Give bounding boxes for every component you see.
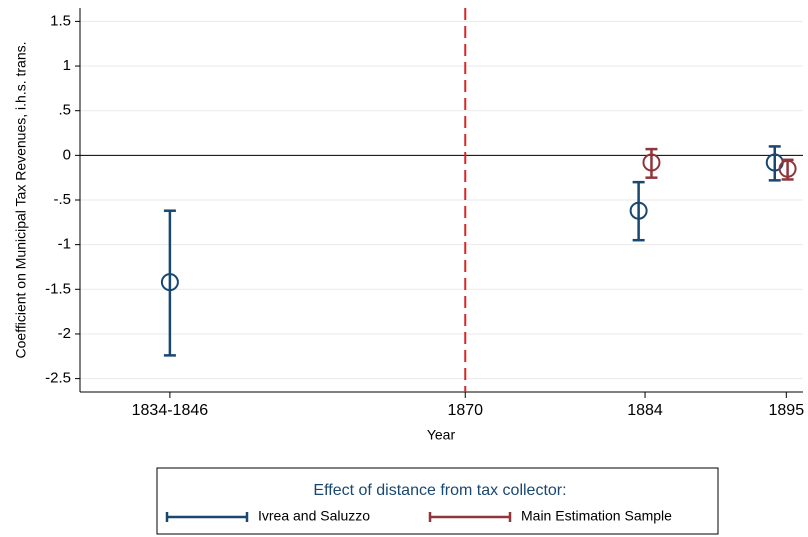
y-tick-label: -1.5: [45, 280, 71, 297]
legend-title: Effect of distance from tax collector:: [313, 482, 566, 499]
legend-label: Ivrea and Saluzzo: [258, 508, 370, 524]
x-axis-label: Year: [427, 427, 456, 443]
x-tick-label: 1834-1846: [132, 402, 209, 419]
y-tick-label: 1.5: [50, 12, 71, 29]
point: [160, 273, 179, 292]
x-tick-label: 1884: [627, 402, 663, 419]
y-tick-label: 0: [63, 146, 71, 163]
y-tick-label: .5: [58, 102, 71, 119]
y-tick-label: -2.5: [45, 370, 71, 387]
y-tick-label: 1: [63, 57, 71, 74]
point: [642, 153, 661, 172]
y-tick-label: -1: [58, 236, 71, 253]
y-tick-label: -.5: [53, 191, 71, 208]
point: [629, 201, 648, 220]
y-axis-label: Coefficient on Municipal Tax Revenues, i…: [13, 42, 29, 359]
legend-label: Main Estimation Sample: [521, 508, 672, 524]
y-tick-label: -2: [58, 325, 71, 342]
legend-box: [156, 467, 719, 535]
point: [778, 159, 797, 178]
x-tick-label: 1870: [447, 402, 483, 419]
x-tick-label: 1895: [769, 402, 805, 419]
